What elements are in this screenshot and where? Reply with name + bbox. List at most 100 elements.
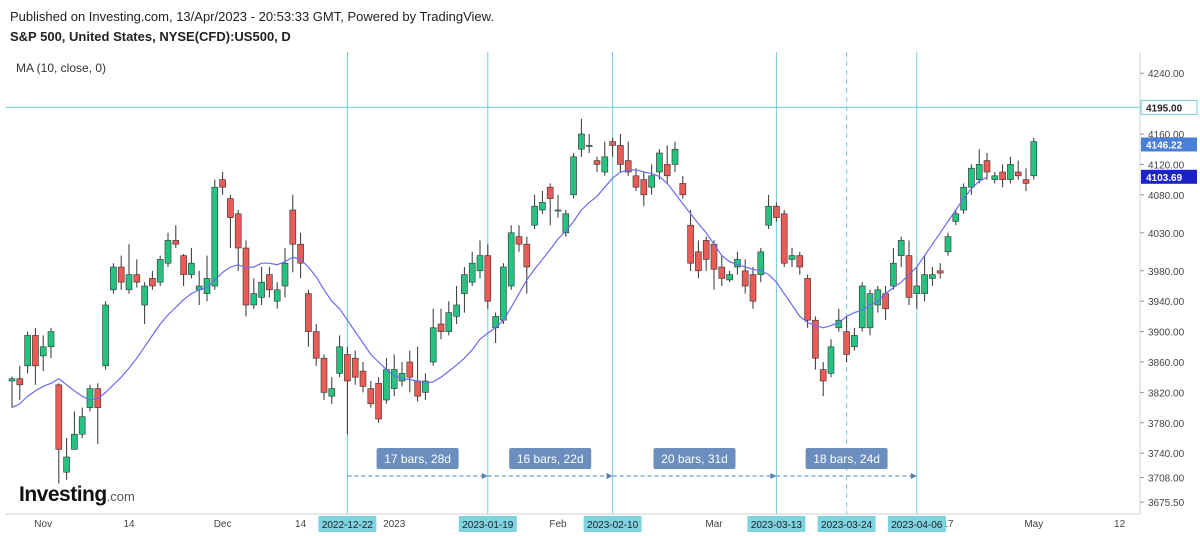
- bar-interval-measurements: 17 bars, 28d 16 bars, 22d 20 bars, 31d 18 b…: [347, 448, 917, 479]
- candle: [266, 267, 273, 298]
- candle-body: [414, 380, 421, 397]
- candle-body: [1014, 171, 1022, 177]
- last-price: 4146.22: [1141, 137, 1197, 152]
- candle: [8, 376, 16, 408]
- candle-body: [570, 156, 577, 196]
- time-tick-label: 17: [942, 519, 954, 530]
- candle-body: [640, 179, 648, 196]
- candle-body: [367, 388, 375, 405]
- candle-body: [609, 141, 616, 146]
- candle: [1014, 160, 1022, 180]
- candle: [211, 179, 219, 290]
- candle-body: [718, 266, 726, 279]
- candle: [991, 172, 999, 184]
- candle-body: [156, 259, 164, 283]
- time-tick-label: Mar: [705, 519, 723, 530]
- interval-label: 18 bars, 24d: [813, 452, 880, 466]
- candle-body: [102, 304, 109, 367]
- price-tick-label: 3860.00: [1148, 358, 1185, 369]
- candle: [874, 286, 882, 313]
- candle-body: [63, 456, 70, 473]
- candle: [141, 282, 148, 324]
- candle: [359, 362, 367, 393]
- candle: [149, 270, 156, 290]
- indicator-legend[interactable]: MA (10, close, 0): [16, 61, 107, 75]
- candle: [312, 324, 320, 366]
- candle: [328, 377, 336, 404]
- candle-body: [843, 331, 850, 355]
- candle-body: [554, 209, 562, 212]
- candle: [320, 354, 328, 400]
- candle: [585, 134, 593, 153]
- candle: [414, 346, 421, 402]
- price-tick-label: 3980.00: [1148, 267, 1185, 278]
- candle: [156, 255, 164, 286]
- candle-body: [952, 213, 960, 222]
- candle-body: [648, 175, 655, 188]
- candle: [94, 383, 102, 445]
- candle-body: [297, 243, 304, 264]
- candle-body: [999, 171, 1006, 180]
- price-axis[interactable]: 3675.50 3708.00 3740.00 3780.00 3820.00 3860.…: [1139, 52, 1198, 514]
- candle: [234, 210, 242, 271]
- candle: [609, 137, 616, 157]
- interval-arrow-head: [910, 473, 917, 479]
- candle-body: [445, 312, 453, 332]
- candle: [180, 254, 187, 286]
- candle: [523, 236, 531, 294]
- candle: [507, 225, 515, 290]
- candle: [866, 289, 874, 336]
- candle-body: [422, 380, 429, 393]
- candle-body: [390, 369, 398, 389]
- candle-body: [8, 378, 16, 382]
- interval-measure: 20 bars, 31d: [612, 448, 777, 479]
- candle: [882, 286, 889, 321]
- candle-body: [796, 255, 804, 268]
- candle: [242, 240, 250, 317]
- candle-body: [632, 175, 640, 188]
- candle-body: [765, 205, 772, 226]
- candle-body: [804, 278, 811, 321]
- candle-body: [351, 357, 359, 378]
- candle-body: [250, 293, 258, 306]
- candle: [539, 191, 546, 214]
- candle: [749, 267, 757, 309]
- candle-body: [375, 382, 382, 420]
- time-axis[interactable]: Nov 14 Dec 14 2023 Feb Mar 17 May 12 2022-12-22 202…: [6, 513, 1140, 532]
- candle-body: [593, 160, 601, 165]
- candle: [765, 194, 772, 229]
- candle-body: [78, 416, 86, 435]
- price-tick-label: 3708.00: [1148, 474, 1185, 485]
- candle: [102, 301, 109, 370]
- candle-body: [453, 304, 460, 317]
- candle: [656, 149, 663, 180]
- candle-body: [562, 213, 570, 234]
- candle: [336, 335, 343, 378]
- candle-body: [406, 361, 414, 378]
- time-tick-label: May: [1024, 519, 1043, 530]
- candle-body: [133, 274, 141, 283]
- candle-body: [312, 331, 320, 359]
- candle-body: [671, 148, 679, 165]
- candle-body: [812, 319, 819, 359]
- ma-price-box: [1141, 169, 1197, 184]
- symbol-title: S&P 500, United States, NYSE(CFD):US500,…: [10, 29, 291, 44]
- candle: [975, 149, 983, 184]
- candle-body: [266, 274, 273, 291]
- candle: [687, 210, 694, 271]
- candle-body: [227, 198, 234, 218]
- interval-label: 20 bars, 31d: [661, 452, 728, 466]
- candle-body: [726, 274, 733, 281]
- candle: [913, 267, 921, 309]
- candle-body: [188, 262, 195, 275]
- candle-body: [578, 133, 585, 150]
- candle: [133, 259, 141, 288]
- candle-body: [968, 167, 975, 188]
- last-price-box: [1141, 137, 1197, 152]
- candlestick-series: [8, 118, 1038, 484]
- investing-logo: Investing.com: [19, 483, 135, 507]
- time-tick-label: 14: [295, 519, 307, 530]
- candle-body: [531, 205, 538, 226]
- interval-badge: [509, 448, 592, 469]
